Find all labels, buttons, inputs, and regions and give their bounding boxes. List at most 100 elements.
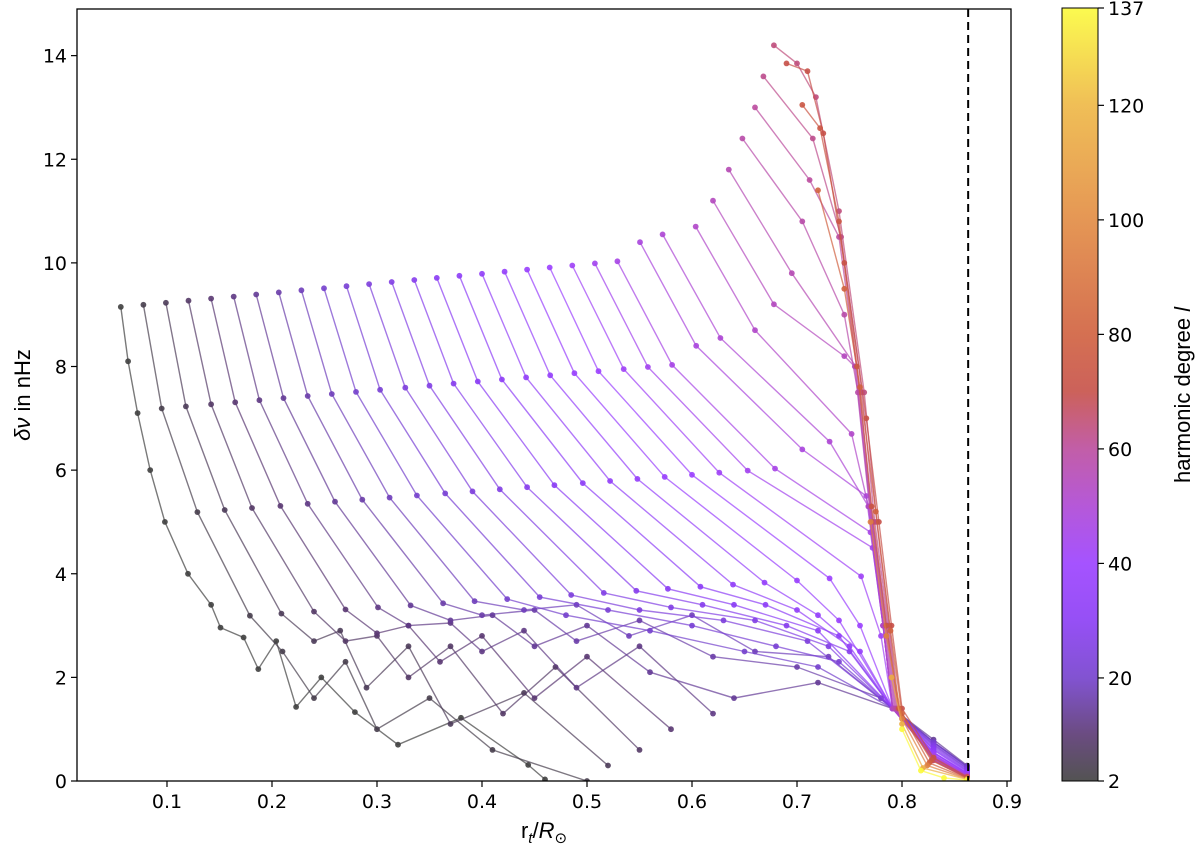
colorbar-label: harmonic degree l — [1170, 306, 1195, 483]
data-point — [815, 612, 821, 619]
data-point — [571, 370, 578, 377]
data-point — [304, 500, 311, 507]
data-point — [584, 653, 590, 660]
data-point — [836, 658, 842, 665]
series-line — [255, 294, 968, 767]
data-point — [788, 270, 795, 277]
data-point — [846, 643, 853, 650]
data-point — [293, 704, 299, 710]
data-point — [563, 612, 569, 619]
data-point — [799, 446, 806, 453]
data-point — [867, 519, 874, 525]
series-l-44 — [592, 260, 970, 778]
data-point — [542, 776, 548, 781]
data-point — [524, 484, 530, 491]
data-point — [605, 762, 611, 769]
data-point — [469, 488, 476, 495]
data-point — [794, 664, 800, 670]
data-point — [636, 617, 643, 624]
series-line — [741, 138, 968, 778]
data-point — [771, 301, 777, 308]
data-point — [661, 474, 668, 480]
data-point — [247, 612, 253, 619]
data-point — [584, 622, 590, 629]
data-point — [794, 577, 800, 584]
y-axis: 0 2 4 6 8 10 12 14 — [43, 46, 77, 793]
data-point — [405, 643, 412, 650]
series-line — [786, 62, 968, 778]
series-l-137 — [899, 726, 970, 781]
data-point — [208, 401, 215, 408]
data-point — [730, 581, 736, 588]
data-point — [725, 166, 732, 173]
series-l-74 — [799, 102, 970, 781]
data-point — [817, 125, 823, 132]
data-point — [841, 311, 848, 318]
data-point — [794, 607, 800, 613]
data-point — [240, 634, 247, 641]
series-line — [773, 44, 968, 779]
data-point — [620, 366, 627, 372]
data-point — [117, 304, 124, 310]
data-point — [426, 695, 433, 701]
data-point — [437, 658, 443, 665]
series-l-14 — [253, 291, 970, 769]
data-point — [633, 587, 640, 594]
data-point — [605, 607, 611, 613]
data-point — [374, 726, 380, 733]
x-tick-label: 0.3 — [362, 791, 392, 813]
data-point — [693, 342, 700, 349]
data-point — [474, 378, 481, 385]
data-point — [471, 598, 478, 605]
data-point — [414, 492, 420, 499]
series-line — [901, 728, 968, 781]
data-point — [352, 709, 358, 715]
data-point — [304, 393, 311, 399]
data-point — [899, 726, 905, 733]
y-tick-label: 0 — [55, 771, 67, 793]
data-point — [836, 617, 842, 624]
data-point — [799, 102, 806, 108]
y-tick-label: 2 — [55, 667, 67, 689]
data-point — [377, 386, 383, 393]
data-point — [531, 607, 538, 613]
data-point — [479, 270, 485, 277]
data-point — [710, 710, 716, 717]
data-point — [280, 395, 287, 401]
data-point — [140, 301, 147, 308]
data-point — [668, 726, 674, 733]
data-point — [710, 653, 716, 660]
data-point — [626, 633, 632, 639]
data-point — [863, 415, 870, 422]
data-point — [752, 617, 758, 624]
series-line — [754, 106, 968, 779]
data-point — [489, 747, 496, 753]
data-point — [592, 260, 598, 267]
data-point — [249, 505, 255, 511]
data-point — [194, 509, 201, 515]
data-point — [762, 601, 769, 608]
data-point — [636, 747, 643, 753]
data-point — [374, 630, 380, 637]
data-point — [221, 507, 228, 513]
data-point — [647, 669, 653, 676]
series-line — [278, 292, 968, 768]
plot-frame — [76, 8, 1012, 782]
data-point — [217, 624, 224, 631]
series-l-42 — [569, 262, 970, 778]
data-point — [836, 218, 842, 225]
data-point — [848, 431, 855, 437]
data-point — [568, 592, 575, 598]
data-point — [332, 498, 338, 505]
data-point — [647, 627, 653, 634]
data-point — [440, 600, 446, 607]
y-tick-label: 10 — [43, 253, 67, 275]
data-point — [607, 478, 613, 484]
x-tick-label: 0.5 — [572, 791, 602, 813]
data-point — [298, 287, 305, 294]
data-point — [426, 382, 433, 389]
data-point — [489, 612, 496, 619]
data-point — [634, 476, 641, 482]
data-point — [158, 405, 165, 412]
